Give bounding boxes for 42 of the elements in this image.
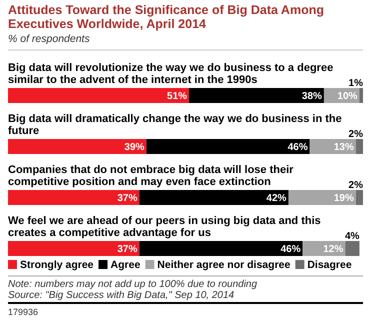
text: Note: numbers may not add up to 100% due to rounding [8,279,258,290]
bar [139,241,303,256]
data-label: 2% [348,180,364,191]
bar [345,241,360,256]
y-tick-label: We feel we are ahead of our peers in using big data and this creates a competitive advantage for us [8,215,321,239]
data-label: 1% [348,78,364,89]
source-note: Source: "Big Success with Big Data," Sep 10, 2014 [8,290,235,301]
bar [189,88,324,103]
data-label: 12% [323,244,344,255]
data-label: 51% [167,91,188,102]
data-label: 42% [266,193,287,204]
bar [288,190,356,205]
bar [356,139,363,154]
bar [8,88,190,103]
bar [356,190,363,205]
bar [8,241,140,256]
chart-title: Attitudes Toward the Significance of Big Data Among Executives Worldwide, April 2014 [8,3,324,31]
y-tick-label: Companies that do not embrace big data will lose their competitive position and may even face extinction [8,164,294,188]
data-label: 37% [117,193,138,204]
legend-label: Strongly agree [20,259,94,271]
data-label: 19% [334,193,354,204]
data-label: 46% [288,142,308,153]
data-label: 13% [334,142,354,153]
data-label: 37% [117,244,138,255]
bar [139,190,288,205]
y-tick-label: Big data will revolutionize the way we do business to a degree similar to the advent of the internet in the 1990s [8,62,334,86]
bar [8,190,140,205]
bar [8,139,146,154]
legend-label: Neither agree nor disagree [157,259,290,271]
data-label: 10% [337,91,358,102]
data-label: 46% [280,244,301,255]
bar [359,88,363,103]
data-label: 38% [302,91,322,102]
text: 179936 [8,307,38,317]
data-label: 39% [124,142,145,153]
bar [146,139,310,154]
legend-label: Disagree [307,259,352,271]
y-tick-label: Big data will dramatically change the way we do business in the future [8,113,342,137]
data-label: 4% [344,231,360,242]
data-label: 2% [348,129,364,140]
legend-label: Agree [110,259,140,271]
chart-subtitle: % of respondents [8,33,90,45]
